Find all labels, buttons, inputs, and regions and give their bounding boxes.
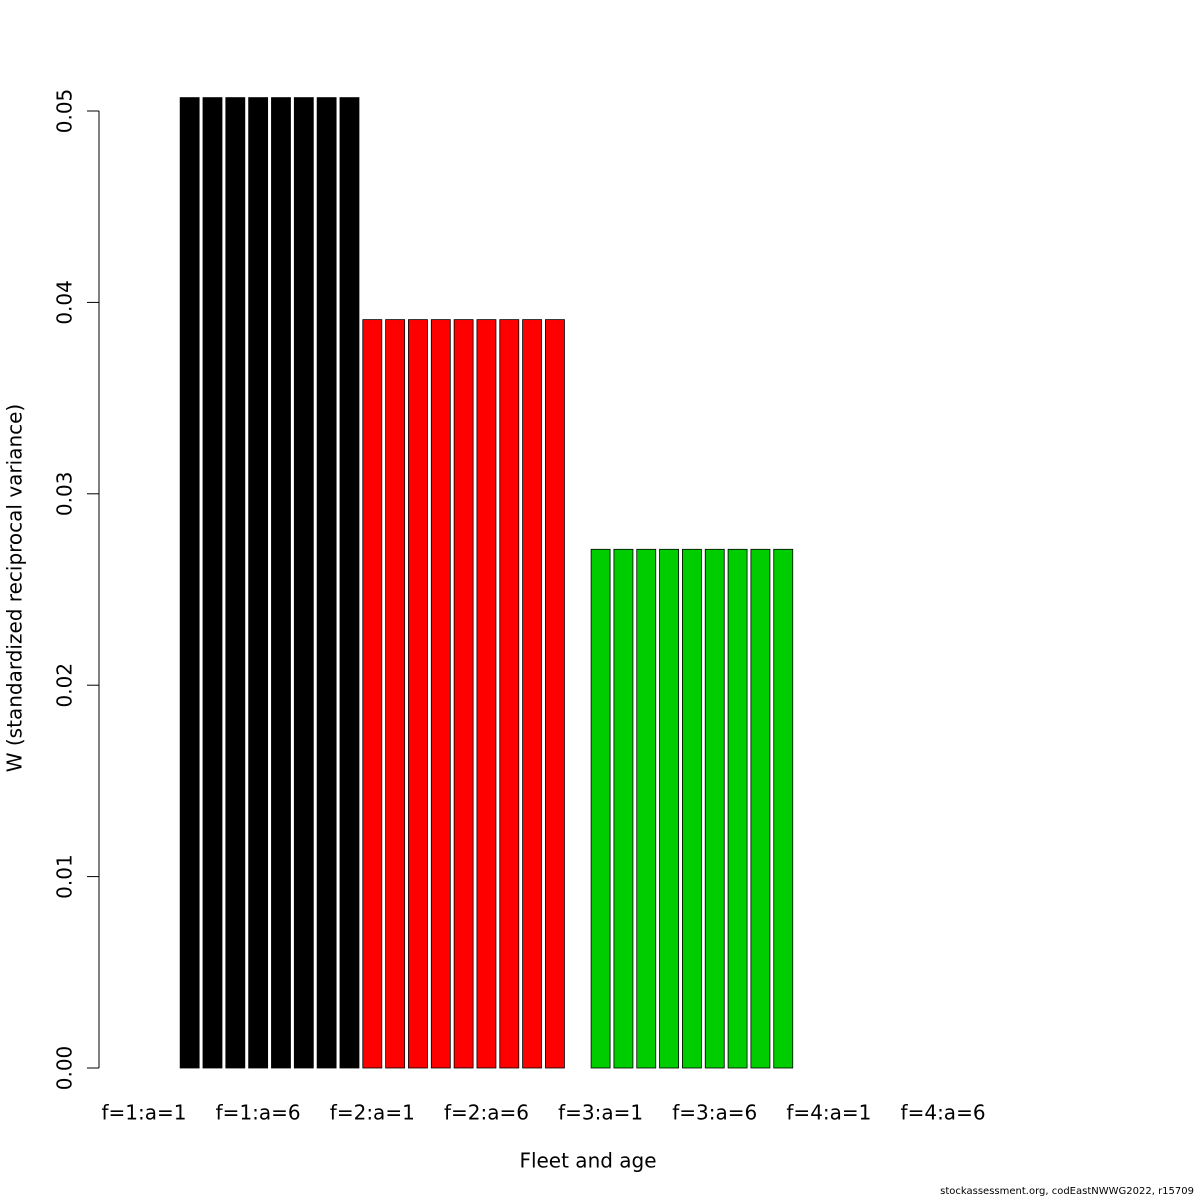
bar xyxy=(499,319,520,1069)
bar xyxy=(773,548,794,1069)
footer: stockassessment.org, codEastNWWG2022, r1… xyxy=(940,1186,1194,1197)
y-tick-label: 0.05 xyxy=(53,89,77,134)
bar xyxy=(385,319,406,1069)
x-tick-label: f=1:a=1 xyxy=(102,1101,187,1125)
bar xyxy=(453,319,474,1069)
bar xyxy=(522,319,543,1069)
bar xyxy=(727,548,748,1069)
y-tick-label: 0.04 xyxy=(53,280,77,325)
bar xyxy=(704,548,725,1069)
y-tick-label: 0.01 xyxy=(53,854,77,899)
bar xyxy=(750,548,771,1069)
bar xyxy=(682,548,702,1069)
bar xyxy=(293,97,314,1069)
x-tick-label: f=1:a=6 xyxy=(216,1101,301,1125)
bar xyxy=(659,548,679,1069)
y-axis-label: W (standardized reciprocal variance) xyxy=(3,404,27,773)
bar xyxy=(362,319,383,1069)
y-tick-label: 0.00 xyxy=(53,1046,77,1091)
bar xyxy=(430,319,451,1069)
x-tick-label: f=4:a=6 xyxy=(901,1101,986,1125)
x-tick-label: f=2:a=6 xyxy=(444,1101,529,1125)
y-tick-label: 0.02 xyxy=(53,663,77,708)
bar xyxy=(636,548,657,1069)
bar xyxy=(590,548,611,1069)
x-tick-label: f=4:a=1 xyxy=(786,1101,871,1125)
bar xyxy=(476,319,497,1069)
bar xyxy=(613,548,634,1069)
bar xyxy=(225,97,246,1069)
bar xyxy=(202,97,223,1069)
bar xyxy=(271,97,291,1069)
bar xyxy=(248,97,269,1069)
bar xyxy=(408,319,428,1069)
x-tick-label: f=3:a=1 xyxy=(558,1101,643,1125)
bar xyxy=(339,97,360,1069)
x-tick-label: f=3:a=6 xyxy=(672,1101,757,1125)
x-tick-label: f=2:a=1 xyxy=(330,1101,415,1125)
y-tick-label: 0.03 xyxy=(53,472,77,517)
bar xyxy=(545,319,565,1069)
bar xyxy=(179,97,200,1069)
x-axis-label: Fleet and age xyxy=(519,1149,656,1173)
bar xyxy=(316,97,337,1069)
